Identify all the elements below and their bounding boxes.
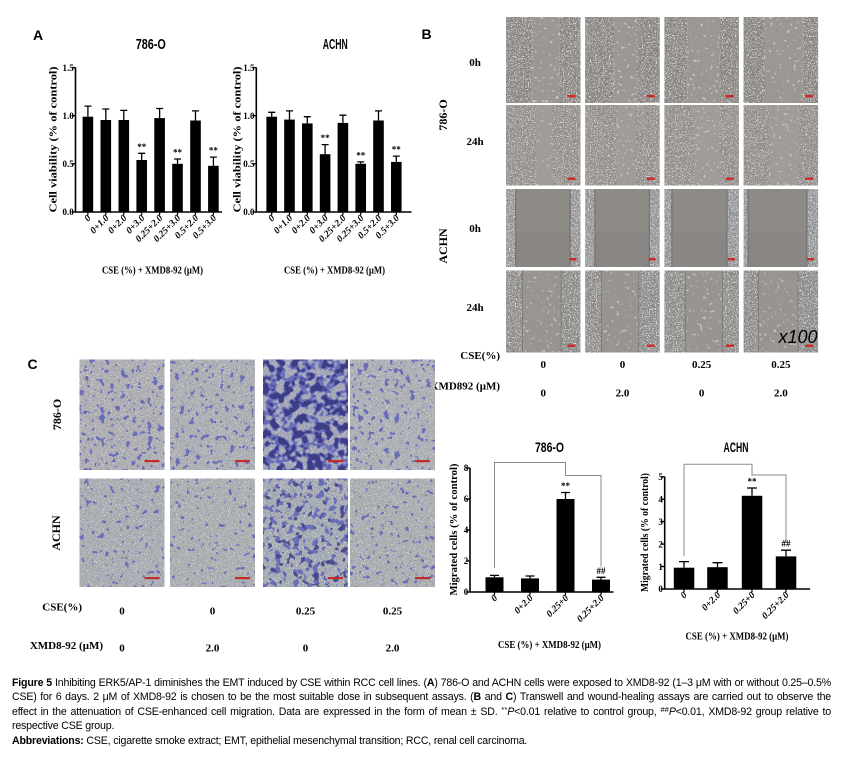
- svg-text:**: **: [321, 133, 331, 143]
- svg-text:2.0: 2.0: [616, 388, 630, 400]
- svg-text:1.5: 1.5: [243, 63, 255, 73]
- svg-text:**: **: [392, 145, 402, 155]
- svg-text:0: 0: [699, 388, 705, 400]
- svg-text:0: 0: [303, 643, 309, 655]
- svg-text:**: **: [561, 481, 571, 491]
- svg-text:**: **: [748, 476, 758, 486]
- svg-text:Cell viability (% of control): Cell viability (% of control): [232, 66, 244, 212]
- svg-text:0: 0: [119, 606, 125, 618]
- svg-text:4: 4: [464, 525, 469, 535]
- svg-text:XMD892 (μM): XMD892 (μM): [431, 381, 501, 393]
- svg-text:0: 0: [541, 359, 547, 371]
- svg-text:0+2.0: 0+2.0: [700, 590, 723, 613]
- svg-text:**: **: [173, 148, 183, 158]
- svg-text:0+2.0: 0+2.0: [290, 213, 313, 236]
- svg-text:0: 0: [679, 590, 690, 601]
- svg-text:786-O: 786-O: [136, 37, 166, 53]
- svg-text:0: 0: [490, 593, 501, 604]
- svg-text:x100: x100: [777, 327, 817, 347]
- svg-text:0.25: 0.25: [383, 606, 403, 618]
- svg-text:Migrated cells (% of control): Migrated cells (% of control): [449, 463, 460, 596]
- svg-text:0h: 0h: [469, 223, 481, 235]
- svg-text:0: 0: [658, 584, 663, 594]
- svg-text:0: 0: [541, 388, 547, 400]
- svg-text:0.5: 0.5: [62, 159, 74, 169]
- svg-text:0: 0: [267, 213, 278, 224]
- svg-text:CSE(%): CSE(%): [42, 602, 82, 614]
- svg-text:##: ##: [782, 539, 792, 549]
- svg-text:0.25+2.0: 0.25+2.0: [761, 590, 792, 621]
- svg-text:ACHN: ACHN: [724, 439, 749, 455]
- svg-text:**: **: [356, 150, 366, 160]
- svg-text:0.25: 0.25: [692, 359, 712, 371]
- svg-text:0+2.0: 0+2.0: [107, 213, 130, 236]
- svg-text:0.25: 0.25: [771, 359, 791, 371]
- svg-text:0: 0: [119, 643, 125, 655]
- svg-text:0.5: 0.5: [243, 159, 255, 169]
- svg-text:ACHN: ACHN: [436, 228, 450, 264]
- svg-text:0.0: 0.0: [243, 207, 255, 217]
- svg-text:24h: 24h: [466, 136, 483, 148]
- svg-text:0: 0: [83, 213, 94, 224]
- svg-text:1: 1: [658, 562, 663, 572]
- svg-text:Migrated cells (% of control): Migrated cells (% of control): [640, 473, 651, 592]
- svg-text:A: A: [33, 27, 43, 43]
- svg-text:**: **: [209, 146, 219, 156]
- svg-text:0+2.0: 0+2.0: [513, 593, 536, 616]
- svg-text:1.5: 1.5: [62, 63, 74, 73]
- svg-text:0.25+0: 0.25+0: [732, 590, 758, 616]
- svg-text:CSE (%) + XMD8-92 (μM): CSE (%) + XMD8-92 (μM): [284, 265, 385, 277]
- svg-text:786-O: 786-O: [436, 99, 450, 130]
- svg-text:0h: 0h: [469, 57, 481, 69]
- svg-text:2.0: 2.0: [206, 643, 220, 655]
- svg-text:0: 0: [620, 359, 626, 371]
- svg-text:CSE(%): CSE(%): [460, 350, 500, 362]
- svg-text:24h: 24h: [466, 302, 483, 314]
- svg-text:0: 0: [464, 587, 469, 597]
- svg-text:6: 6: [464, 494, 469, 504]
- svg-text:4: 4: [658, 494, 663, 504]
- svg-text:##: ##: [597, 566, 607, 576]
- svg-text:CSE (%) + XMD8-92 (μM): CSE (%) + XMD8-92 (μM): [498, 639, 601, 651]
- svg-text:**: **: [137, 142, 147, 152]
- svg-text:3: 3: [658, 517, 663, 527]
- svg-text:ACHN: ACHN: [49, 515, 63, 551]
- svg-text:C: C: [27, 356, 37, 372]
- svg-text:2.0: 2.0: [386, 643, 400, 655]
- svg-text:B: B: [421, 26, 431, 42]
- svg-text:1.0: 1.0: [243, 111, 255, 121]
- svg-text:0.25+2.0: 0.25+2.0: [576, 593, 607, 624]
- svg-text:CSE (%) + XMD8-92 (μM): CSE (%) + XMD8-92 (μM): [102, 265, 203, 277]
- svg-text:0+1.0: 0+1.0: [89, 213, 112, 236]
- svg-text:CSE (%) + XMD8-92 (μM): CSE (%) + XMD8-92 (μM): [686, 631, 789, 643]
- svg-text:0.25: 0.25: [296, 606, 316, 618]
- svg-text:0+1.0: 0+1.0: [272, 213, 295, 236]
- svg-text:1.0: 1.0: [62, 111, 74, 121]
- svg-text:0.0: 0.0: [62, 207, 74, 217]
- svg-text:ACHN: ACHN: [323, 37, 348, 53]
- svg-text:786-O: 786-O: [50, 399, 64, 430]
- svg-text:2: 2: [658, 539, 663, 549]
- svg-text:5: 5: [658, 472, 663, 482]
- svg-text:2.0: 2.0: [774, 388, 788, 400]
- svg-text:2: 2: [464, 556, 469, 566]
- svg-text:0.25+0: 0.25+0: [545, 593, 571, 619]
- svg-text:786-O: 786-O: [535, 439, 564, 455]
- svg-text:8: 8: [464, 463, 469, 473]
- svg-text:Cell viability (% of control): Cell viability (% of control): [48, 66, 60, 212]
- svg-text:XMD8-92 (μM): XMD8-92 (μM): [30, 640, 103, 652]
- svg-text:0: 0: [210, 606, 216, 618]
